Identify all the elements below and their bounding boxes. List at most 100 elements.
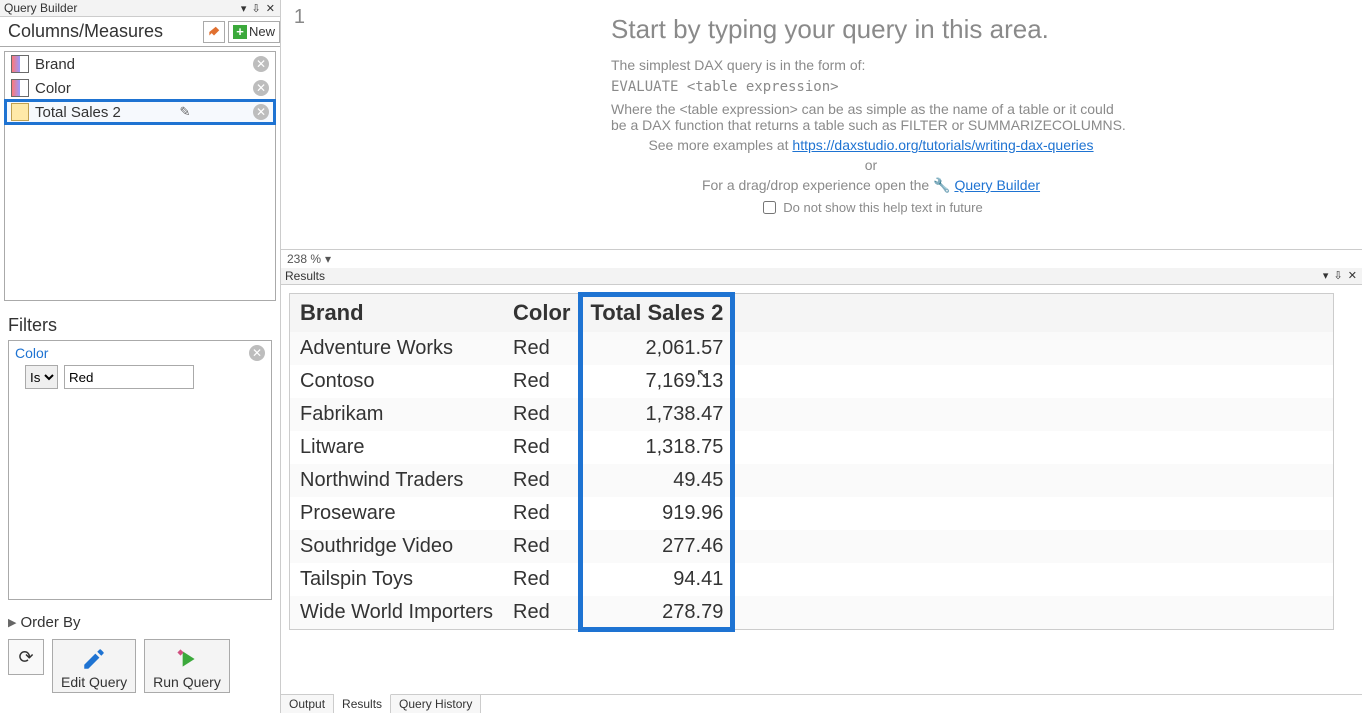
results-panel-header: Results ▾ ⇩ ✕ [281,268,1362,285]
filters-list: Color ✕ Is [8,340,272,600]
table-row[interactable]: Tailspin ToysRed94.41 [290,563,1334,596]
refresh-button[interactable]: ⟳ [8,639,44,675]
placeholder-heading: Start by typing your query in this area. [611,14,1131,45]
table-cell: Red [503,464,580,497]
results-grid: BrandColorTotal Sales 2Adventure WorksRe… [281,285,1362,694]
table-cell: Red [503,365,580,398]
table-row[interactable]: FabrikamRed1,738.47 [290,398,1334,431]
measure-label: Brand [35,56,75,73]
remove-icon[interactable]: ✕ [253,104,269,120]
query-builder-title: Query Builder [4,1,77,15]
table-cell: Northwind Traders [290,464,504,497]
chevron-down-icon: ▾ [325,252,331,266]
dax-tutorial-link[interactable]: https://daxstudio.org/tutorials/writing-… [792,137,1093,153]
edit-query-label: Edit Query [61,674,127,690]
results-table: BrandColorTotal Sales 2Adventure WorksRe… [289,293,1334,630]
table-row[interactable]: ContosoRed7,169.13 [290,365,1334,398]
order-by-section[interactable]: ▶ Order By [0,610,280,635]
or-text: or [611,157,1131,173]
columns-measures-title: Columns/Measures [0,17,203,46]
remove-icon[interactable]: ✕ [253,56,269,72]
zoom-value: 238 % [287,252,321,266]
filter-operator-select[interactable]: Is [25,365,58,389]
query-editor[interactable]: 1 Start by typing your query in this are… [281,0,1362,250]
panel-controls-icon[interactable]: ▾ ⇩ ✕ [1323,269,1358,283]
table-row[interactable]: Adventure WorksRed2,061.57 [290,332,1334,365]
table-cell: 94.41 [580,563,733,596]
hide-help-checkbox[interactable]: Do not show this help text in future [759,198,982,217]
column-header[interactable]: Brand [290,294,504,333]
run-query-button[interactable]: Run Query [144,639,230,693]
table-cell: Red [503,530,580,563]
table-cell: Adventure Works [290,332,504,365]
remove-icon[interactable]: ✕ [253,80,269,96]
refresh-icon: ⟳ [18,647,33,668]
table-row[interactable]: Northwind TradersRed49.45 [290,464,1334,497]
new-measure-button[interactable]: + New [228,21,280,43]
table-cell: Wide World Importers [290,596,504,630]
measure-item[interactable]: Total Sales 2 ✎ ✕ [5,100,275,124]
zoom-indicator[interactable]: 238 % ▾ [281,250,1362,268]
table-cell: Red [503,497,580,530]
column-icon [11,79,29,97]
table-cell: 1,738.47 [580,398,733,431]
line-number: 1 [281,0,311,249]
plus-icon: + [233,25,247,39]
table-row[interactable]: Southridge VideoRed277.46 [290,530,1334,563]
column-header[interactable]: Color [503,294,580,333]
edit-icon[interactable]: ✎ [179,104,190,120]
filters-title: Filters [8,315,272,336]
tab-results[interactable]: Results [334,694,391,713]
table-cell: Fabrikam [290,398,504,431]
table-row[interactable]: LitwareRed1,318.75 [290,431,1334,464]
query-builder-link[interactable]: Query Builder [954,177,1040,193]
query-builder-panel-header: Query Builder ▾ ⇩ ✕ [0,0,280,17]
panel-controls-icon[interactable]: ▾ ⇩ ✕ [241,2,276,15]
drag-pre: For a drag/drop experience open the [702,177,933,193]
column-icon [11,55,29,73]
tab-query-history[interactable]: Query History [391,695,481,713]
table-cell: 7,169.13 [580,365,733,398]
table-cell: Red [503,431,580,464]
table-cell: Tailspin Toys [290,563,504,596]
filter-item[interactable]: Color ✕ [9,341,271,365]
table-cell: Contoso [290,365,504,398]
columns-measures-list: Brand ✕ Color ✕ Total Sales 2 ✎ ✕ [4,51,276,301]
clear-button[interactable] [203,21,225,43]
editor-placeholder: Start by typing your query in this area.… [311,0,1362,249]
table-cell: 278.79 [580,596,733,630]
order-by-title: Order By [20,614,80,631]
table-cell: Red [503,596,580,630]
measure-label: Color [35,80,71,97]
table-row[interactable]: ProsewareRed919.96 [290,497,1334,530]
remove-filter-icon[interactable]: ✕ [249,345,265,361]
run-query-label: Run Query [153,674,221,690]
table-cell: 919.96 [580,497,733,530]
tab-output[interactable]: Output [281,695,334,713]
play-icon [174,646,200,672]
table-cell: 2,061.57 [580,332,733,365]
measure-item[interactable]: Color ✕ [5,76,275,100]
examples-pre: See more examples at [648,137,792,153]
measure-label: Total Sales 2 [35,104,121,121]
placeholder-code: EVALUATE <table expression> [611,79,1131,95]
edit-query-button[interactable]: Edit Query [52,639,136,693]
table-cell: 277.46 [580,530,733,563]
new-button-label: New [249,24,275,39]
hide-help-input[interactable] [763,201,776,214]
table-cell: Red [503,398,580,431]
filter-field-name: Color [15,345,48,361]
table-cell: Southridge Video [290,530,504,563]
table-cell: Red [503,332,580,365]
hide-help-label: Do not show this help text in future [783,200,982,215]
placeholder-line1: The simplest DAX query is in the form of… [611,57,1131,73]
filter-value-input[interactable] [64,365,194,389]
placeholder-line2: Where the <table expression> can be as s… [611,101,1131,133]
wrench-icon: 🔧 [933,177,950,193]
measure-icon [11,103,29,121]
table-cell: Red [503,563,580,596]
column-header[interactable]: Total Sales 2 [580,294,733,333]
measure-item[interactable]: Brand ✕ [5,52,275,76]
table-row[interactable]: Wide World ImportersRed278.79 [290,596,1334,630]
bottom-tabs: OutputResultsQuery History [281,694,1362,713]
